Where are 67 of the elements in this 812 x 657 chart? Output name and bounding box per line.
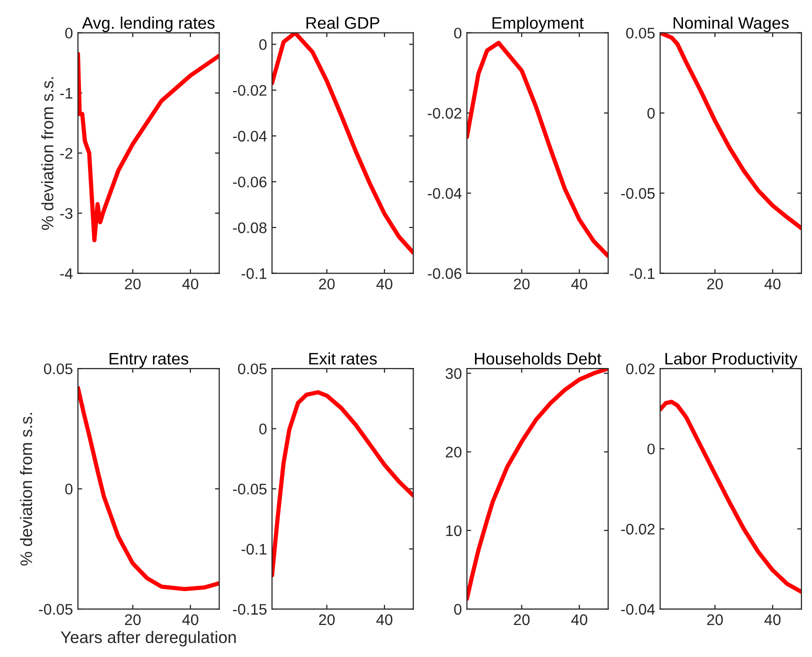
y-tick-label: 0 (647, 108, 655, 119)
y-tick-label: 0.02 (626, 363, 655, 374)
x-tick-label: 40 (764, 614, 781, 626)
line-series (466, 40, 608, 258)
y-tick-label: -0.05 (621, 188, 655, 199)
y-tick-label: -0.02 (621, 524, 655, 535)
y-tick-label: 0 (65, 28, 72, 39)
y-tick-label: -2 (60, 148, 72, 159)
y-tick-label: -0.04 (233, 130, 267, 142)
x-tick-label: 40 (764, 278, 781, 290)
x-tick-label: 40 (182, 614, 198, 626)
y-axis-title: % deviation from s.s. (20, 412, 32, 566)
y-tick-label: -0.15 (233, 604, 267, 615)
y-tick-label: -0.02 (428, 108, 462, 119)
line-series (78, 52, 220, 242)
y-tick-label: -0.1 (242, 268, 266, 279)
line-series (660, 400, 802, 594)
x-tick-label: 20 (319, 278, 335, 290)
y-tick-label: -0.05 (233, 484, 267, 494)
chart-title: Avg. lending rates (82, 16, 215, 32)
y-tick-label: -0.05 (38, 604, 72, 615)
x-tick-label: 20 (707, 278, 723, 290)
x-tick-label: 40 (182, 278, 198, 290)
chart-title: Real GDP (306, 16, 380, 29)
y-axis-title: % deviation from s.s. (41, 77, 54, 230)
x-tick-label: 20 (707, 614, 723, 626)
x-tick-label: 40 (571, 278, 588, 290)
y-tick-label: 0 (454, 28, 462, 39)
y-tick-label: 0.05 (44, 363, 72, 374)
y-tick-label: -0.1 (242, 544, 266, 555)
x-tick-label: 40 (376, 278, 392, 290)
chart-title: Labor Productivity (665, 352, 798, 368)
y-tick-label: 20 (446, 446, 462, 458)
y-tick-label: -0.02 (233, 84, 266, 96)
chart-title: Exit rates (309, 352, 377, 365)
y-tick-label: -0.1 (630, 268, 655, 279)
x-tick-label: 40 (571, 614, 588, 626)
line-series (78, 386, 220, 592)
x-tick-label: 20 (514, 614, 530, 626)
chart-title: Nominal Wages (674, 16, 789, 32)
x-tick-label: 40 (376, 614, 392, 626)
y-tick-label: -0.04 (428, 188, 462, 199)
chart-title: Entry rates (110, 352, 188, 368)
y-tick-label: 0.05 (626, 28, 655, 39)
x-tick-label: 20 (125, 614, 141, 626)
y-tick-label: 0.05 (238, 363, 267, 374)
x-tick-label: 20 (319, 614, 335, 626)
y-tick-label: -0.06 (233, 176, 266, 188)
y-tick-label: -0.06 (428, 268, 462, 279)
y-tick-label: 0 (454, 604, 462, 615)
x-axis-title: Years after deregulation (60, 630, 236, 646)
chart-title: Employment (492, 16, 584, 32)
y-tick-label: 0 (259, 39, 267, 50)
x-tick-label: 20 (125, 278, 141, 290)
y-tick-label: 30 (446, 368, 462, 379)
y-tick-label: -4 (60, 268, 73, 279)
chart-title: Households Debt (474, 352, 602, 365)
y-tick-label: -1 (60, 88, 72, 98)
y-tick-label: -0.08 (233, 222, 266, 234)
y-tick-label: -0.04 (621, 604, 655, 615)
y-tick-label: 0 (647, 444, 655, 454)
y-tick-label: -3 (60, 208, 72, 219)
y-tick-label: 0 (259, 424, 267, 434)
x-tick-label: 20 (514, 278, 530, 290)
line-series (272, 390, 414, 578)
y-tick-label: 10 (446, 525, 462, 536)
y-tick-label: 0 (65, 484, 72, 494)
